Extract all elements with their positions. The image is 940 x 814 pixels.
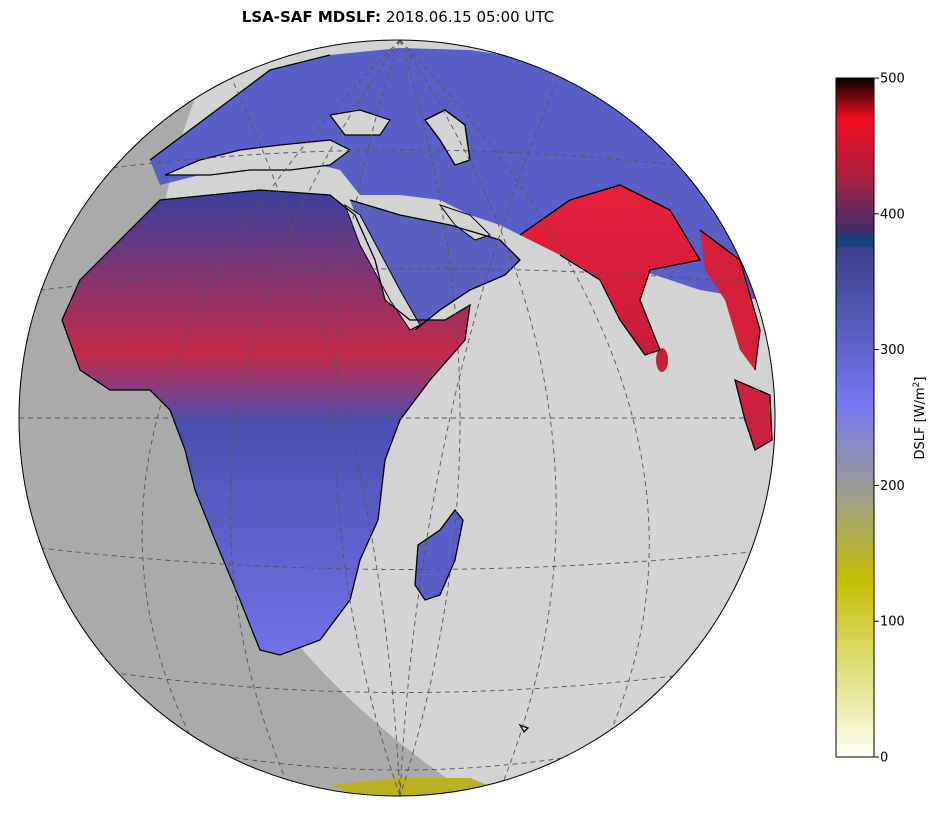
sea-mediterranean (164, 139, 352, 176)
land-africa (62, 190, 470, 655)
title-datetime: 2018.06.15 05:00 UTC (385, 8, 555, 26)
title-product: LSA-SAF MDSLF (241, 8, 376, 26)
title-separator: : (375, 8, 382, 26)
land-srilanka (656, 348, 668, 372)
colorbar-tick-label: 300 (880, 343, 905, 358)
globe-map (18, 39, 776, 797)
land-india (520, 185, 700, 355)
colorbar-label: DSLF [W/m2] (912, 377, 928, 460)
colorbar-tick-label: 400 (880, 207, 905, 222)
night-shadow (19, 40, 500, 796)
graticule (19, 40, 775, 796)
colorbar-tick-label: 500 (880, 72, 905, 87)
colorbar-ticks: 0 100 200 300 400 500 (874, 72, 905, 766)
colorbar-tick-label: 100 (880, 615, 905, 630)
land-madagascar (415, 510, 463, 600)
colorbar-fill (835, 77, 875, 758)
colorbar-tick-label: 0 (880, 751, 888, 766)
sea-black (328, 109, 391, 136)
map-title: LSA-SAF MDSLF: 2018.06.15 05:00 UTC (0, 8, 796, 26)
globe-outline (18, 39, 776, 797)
land-se-asia (700, 230, 760, 370)
sea-caspian (423, 109, 471, 166)
land-sumatra (735, 380, 772, 450)
sea-gulf (438, 204, 491, 241)
colorbar-tick-label: 200 (880, 479, 905, 494)
land-arabia (350, 200, 520, 330)
